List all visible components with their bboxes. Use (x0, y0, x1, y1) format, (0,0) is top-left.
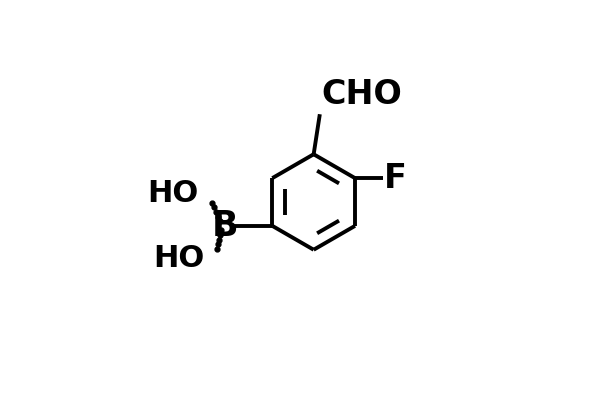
Text: HO: HO (147, 179, 199, 208)
Text: CHO: CHO (322, 78, 402, 111)
Text: B: B (211, 209, 238, 243)
Text: HO: HO (154, 244, 205, 273)
Text: F: F (384, 162, 407, 195)
